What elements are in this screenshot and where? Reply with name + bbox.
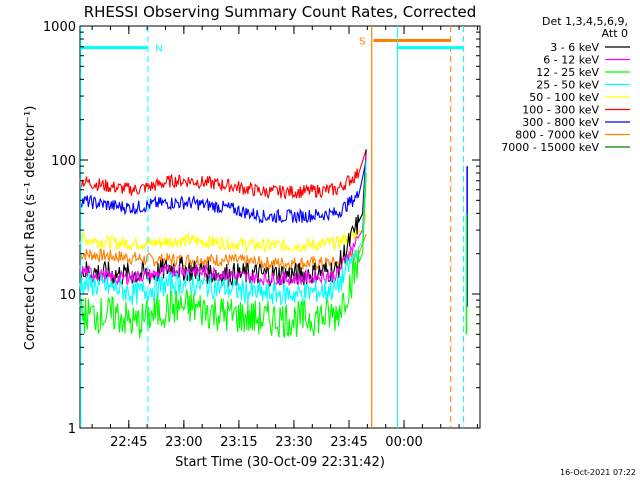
legend-label: 6 - 12 keV — [543, 54, 599, 67]
x-axis-label: Start Time (30-Oct-09 22:31:42) — [175, 455, 385, 470]
legend-label: 100 - 300 keV — [522, 104, 599, 117]
tick-layer: 1 10 100 1000 22:45 23:00 23:15 23:30 23:45 00:00 — [43, 20, 480, 450]
saa-marker: S — [359, 36, 365, 47]
x-tick-label: 23:30 — [275, 435, 312, 450]
legend-header-att: Att 0 — [602, 27, 628, 40]
legend-label: 12 - 25 keV — [536, 66, 599, 79]
series-line — [79, 172, 367, 339]
y-tick-label: 10 — [59, 288, 76, 303]
y-tick-label: 1 — [68, 422, 76, 437]
plot-frame — [79, 25, 481, 429]
night-marker: N — [155, 44, 162, 55]
plot-border — [79, 25, 481, 429]
legend-label: 25 - 50 keV — [536, 79, 599, 92]
y-tick-label: 100 — [51, 154, 76, 169]
series-line — [79, 159, 367, 225]
legend-label: 7000 - 15000 keV — [501, 141, 599, 154]
series-line — [79, 159, 367, 307]
x-tick-label: 00:00 — [385, 435, 422, 450]
legend-label: 300 - 800 keV — [522, 116, 599, 129]
series-line — [79, 149, 367, 200]
series-layer — [79, 149, 468, 339]
x-tick-label: 23:45 — [330, 435, 367, 450]
legend-label: 800 - 7000 keV — [515, 129, 599, 142]
y-axis-label: Corrected Count Rate (s⁻¹ detector⁻¹) — [23, 106, 38, 351]
chart-title: RHESSI Observing Summary Count Rates, Co… — [84, 3, 477, 21]
annotations-layer: NS — [80, 26, 464, 428]
legend-label: 50 - 100 keV — [529, 91, 599, 104]
timestamp: 16-Oct-2021 07:22 — [560, 468, 636, 477]
x-tick-label: 23:15 — [220, 435, 257, 450]
x-tick-label: 22:45 — [110, 435, 147, 450]
series-line — [79, 149, 367, 287]
series-line — [79, 154, 367, 287]
y-tick-label: 1000 — [43, 20, 76, 35]
x-tick-label: 23:00 — [165, 435, 202, 450]
series-line — [79, 233, 367, 271]
legend-header: Det 1,3,4,5,6,9, — [542, 15, 628, 28]
series-line — [79, 213, 367, 253]
legend-label: 3 - 6 keV — [550, 41, 599, 54]
